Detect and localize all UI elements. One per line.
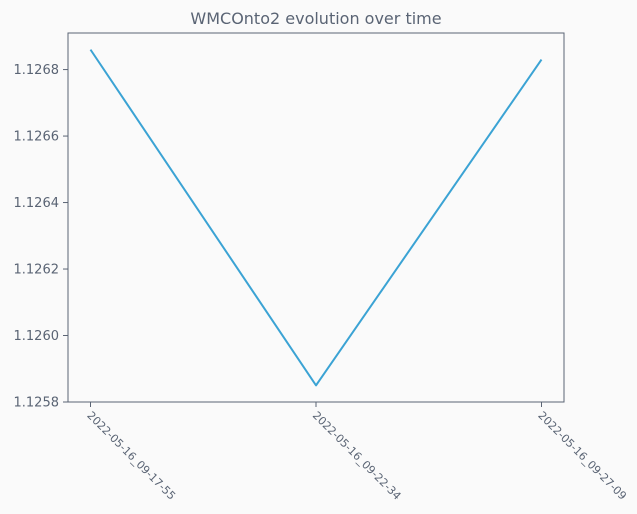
series-line [89,49,543,387]
axes-frame [67,32,565,403]
x-tick-label: 2022-05-16_09-17-55 [84,409,178,503]
chart-title: WMCOnto2 evolution over time [190,9,441,28]
y-tick-label: 1.1266 [14,130,60,145]
y-tick-label: 1.1262 [14,263,60,278]
y-tick-label: 1.1260 [14,329,60,344]
y-tick-label: 1.1264 [14,196,60,211]
y-axis: 1.1258 1.1260 1.1262 1.1264 1.1266 1.1268 [14,63,68,411]
x-tick-label: 2022-05-16_09-22-34 [310,409,404,503]
x-tick-label: 2022-05-16_09-27-09 [535,409,629,503]
series-layer [89,49,543,387]
y-tick-label: 1.1268 [14,63,60,78]
x-axis: 2022-05-16_09-17-55 2022-05-16_09-22-34 20… [84,402,629,503]
plot-area [67,32,565,403]
y-tick-label: 1.1258 [14,396,60,411]
